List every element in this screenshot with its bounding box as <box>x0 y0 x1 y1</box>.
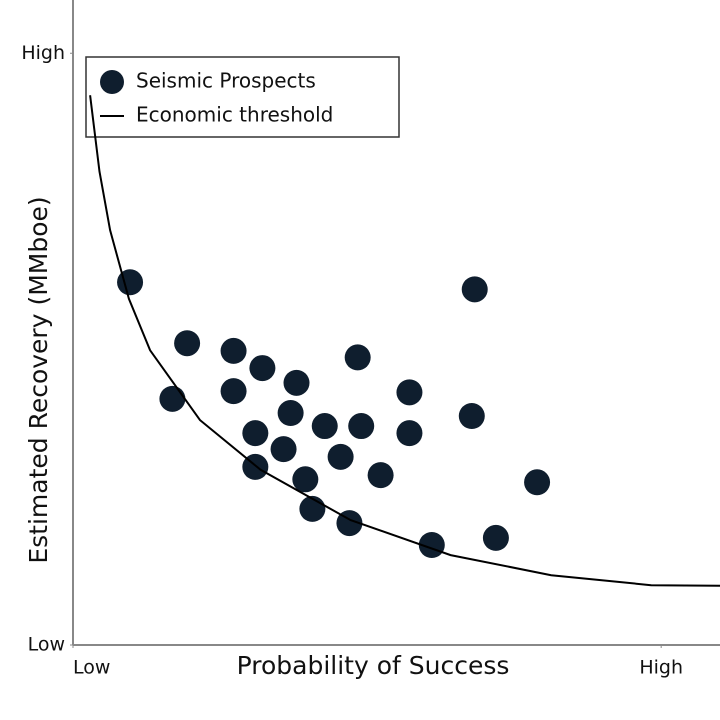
prospect-point <box>242 420 269 447</box>
prospect-point <box>482 524 509 551</box>
legend-label: Economic threshold <box>136 103 333 127</box>
prospect-point <box>524 469 551 496</box>
prospect-point <box>277 400 304 427</box>
prospect-point <box>292 466 319 493</box>
threshold-line <box>89 95 720 587</box>
prospect-point <box>396 379 423 406</box>
prospect-point <box>348 413 375 440</box>
y-tick-label: Low <box>28 634 65 656</box>
prospect-point <box>458 402 485 429</box>
legend-marker <box>100 70 124 94</box>
legend-label: Seismic Prospects <box>136 69 316 93</box>
prospect-point <box>283 369 310 396</box>
prospect-point <box>249 355 276 382</box>
prospect-point <box>220 337 247 364</box>
prospect-point <box>396 420 423 447</box>
prospect-point <box>220 378 247 405</box>
prospect-point <box>174 330 201 357</box>
x-axis-label: Probability of Success <box>237 651 510 680</box>
prospect-point <box>327 443 354 470</box>
x-tick-label: High <box>639 657 683 679</box>
prospect-point <box>159 385 186 412</box>
prospect-point <box>344 344 371 371</box>
x-tick-label: Low <box>73 657 110 679</box>
prospect-point <box>270 436 297 463</box>
prospect-point <box>311 413 338 440</box>
y-tick-label: High <box>21 42 65 64</box>
prospect-point <box>461 276 488 303</box>
legend-box <box>85 56 400 138</box>
prospect-point <box>367 462 394 489</box>
y-axis-label: Estimated Recovery (MMboe) <box>24 196 53 563</box>
